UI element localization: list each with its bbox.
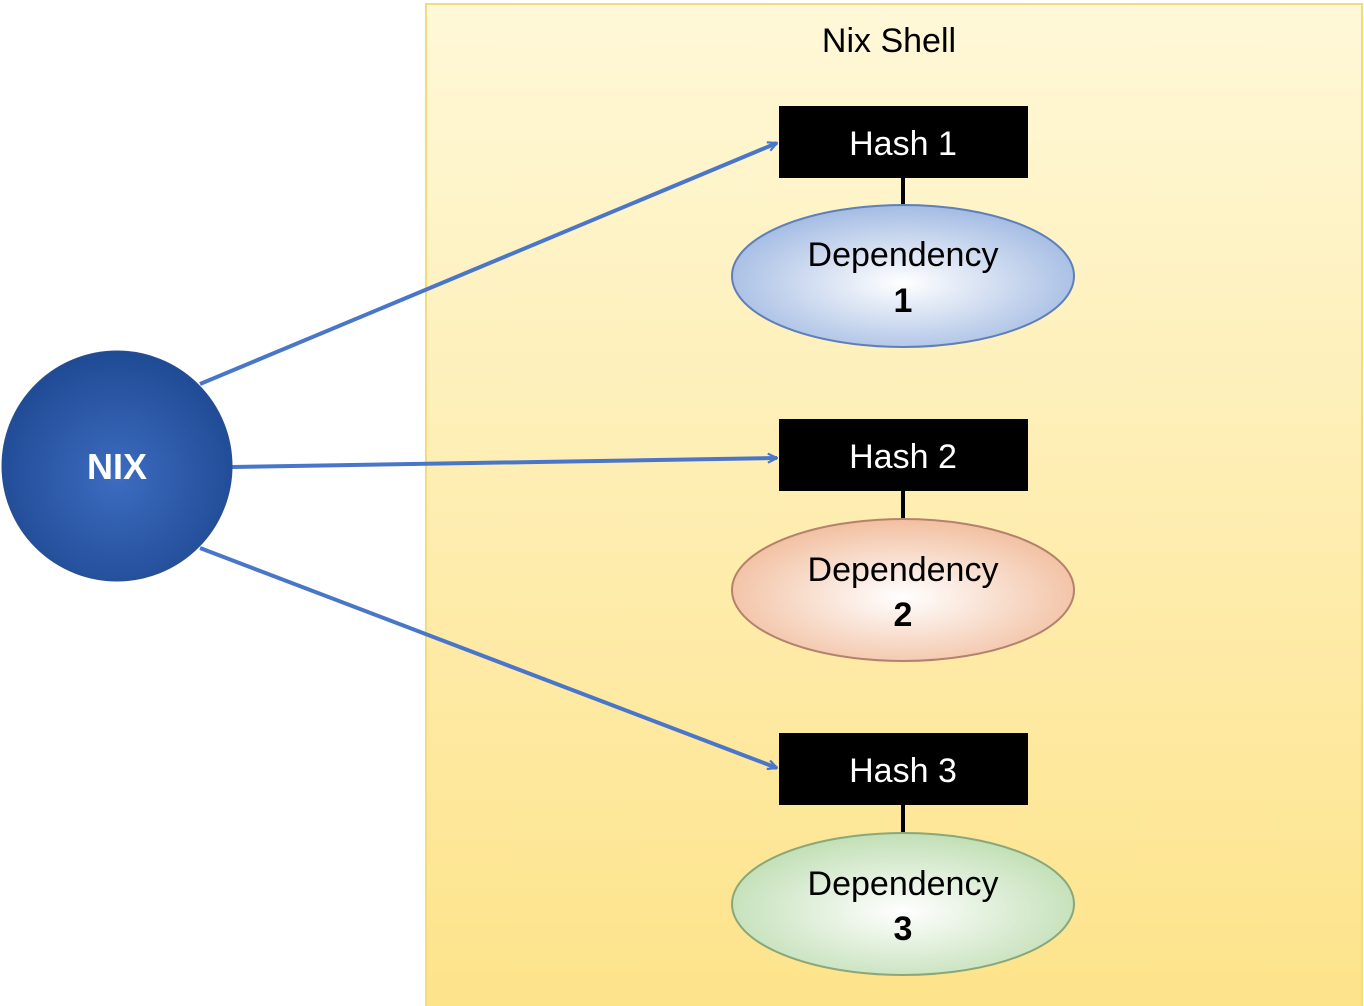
dependency-ellipse-3 (731, 832, 1075, 976)
hash-box-1 (779, 106, 1028, 178)
dependency-number-3: 3 (894, 910, 913, 948)
hash-label-2: Hash 2 (849, 438, 957, 476)
arrow-to-hash-2 (231, 458, 777, 469)
hash-box-2 (779, 419, 1028, 491)
hash-group-1: Hash 1 Dependency 1 (731, 106, 1075, 348)
arrow-to-hash-1 (199, 141, 777, 386)
hash-label-1: Hash 1 (849, 125, 957, 163)
arrow-to-hash-3 (199, 546, 777, 768)
dependency-number-1: 1 (894, 282, 913, 320)
nix-node: NIX (1, 350, 233, 582)
dependency-number-2: 2 (894, 596, 913, 634)
nix-shell-title: Nix Shell (822, 22, 956, 60)
nix-circle (1, 350, 233, 582)
dependency-label-1: Dependency (808, 236, 999, 274)
arrows (199, 141, 777, 768)
nix-label: NIX (87, 446, 147, 487)
dependency-ellipse-2 (731, 518, 1075, 662)
dependency-label-3: Dependency (808, 865, 999, 903)
hash-box-3 (779, 733, 1028, 805)
dependency-label-2: Dependency (808, 551, 999, 589)
dependency-ellipse-1 (731, 204, 1075, 348)
hash-group-2: Hash 2 Dependency 2 (731, 419, 1075, 662)
hash-label-3: Hash 3 (849, 752, 957, 790)
hash-group-3: Hash 3 Dependency 3 (731, 733, 1075, 976)
